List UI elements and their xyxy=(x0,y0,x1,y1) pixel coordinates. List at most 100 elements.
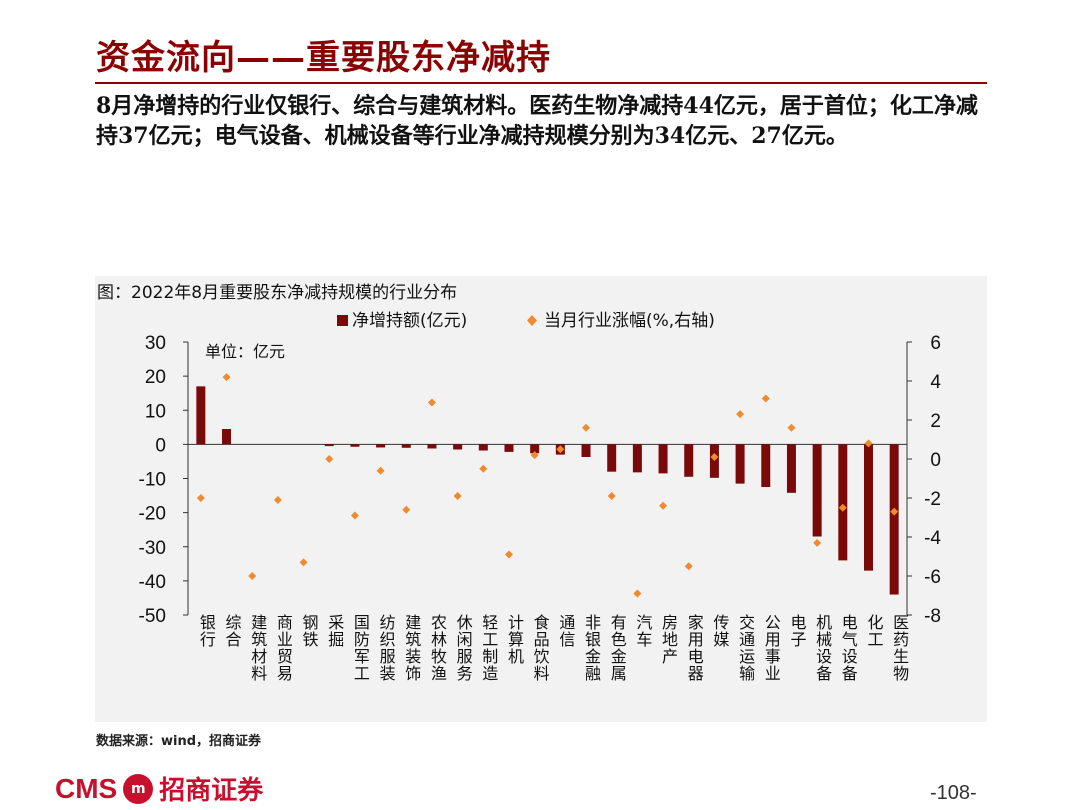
page-number: -108- xyxy=(930,782,977,804)
x-category-label: 建筑材料 xyxy=(251,613,267,683)
point-8 xyxy=(402,505,411,514)
y-right-tick-label: 6 xyxy=(930,333,941,354)
x-category-label: 农林牧渔 xyxy=(431,613,447,683)
x-category-label: 商业贸易 xyxy=(277,613,293,683)
logo-company-name: 招商证券 xyxy=(159,776,264,806)
x-category-label: 交通运输 xyxy=(739,613,755,683)
point-7 xyxy=(376,466,385,475)
point-25 xyxy=(838,503,847,512)
x-category-label: 计算机 xyxy=(508,613,524,666)
x-category-label: 钢铁 xyxy=(303,613,319,649)
point-19 xyxy=(684,562,693,571)
x-category-label: 家用电器 xyxy=(688,613,704,683)
point-1 xyxy=(222,373,231,382)
x-category-label: 公用事业 xyxy=(765,613,781,683)
bar-13 xyxy=(530,444,540,454)
point-26 xyxy=(864,439,873,448)
point-0 xyxy=(196,494,205,502)
point-12 xyxy=(504,550,513,559)
point-14 xyxy=(556,445,565,454)
chart-panel: 图：2022年8月重要股东净减持规模的行业分布净增持额(亿元) 当月行业涨幅(%,… xyxy=(95,276,987,722)
y-right-tick-label: -2 xyxy=(924,489,941,510)
y-right-tick-label: -6 xyxy=(924,567,941,588)
bar-1 xyxy=(222,429,232,445)
x-category-label: 汽车 xyxy=(636,613,652,649)
point-10 xyxy=(453,492,462,501)
y-left-tick-label: 30 xyxy=(145,333,166,354)
legend-dot-label: 当月行业涨幅(%,右轴) xyxy=(544,311,715,331)
bar-11 xyxy=(478,444,488,451)
x-category-label: 纺织服装 xyxy=(380,613,396,683)
title-divider xyxy=(95,82,987,84)
bar-21 xyxy=(735,444,745,484)
point-16 xyxy=(607,492,616,501)
y-left-tick-label: -30 xyxy=(139,538,166,559)
bar-24 xyxy=(812,444,822,537)
footer-logo: CMS m 招商证券 xyxy=(55,770,263,807)
legend-bar-label: 净增持额(亿元) xyxy=(352,311,467,331)
y-right-tick-label: -8 xyxy=(924,606,941,627)
x-category-label: 房地产 xyxy=(662,613,678,666)
x-category-label: 综合 xyxy=(226,613,242,649)
logo-cms-text: CMS xyxy=(55,772,118,804)
bar-10 xyxy=(453,444,463,450)
point-20 xyxy=(710,453,719,462)
x-category-label: 电子 xyxy=(790,613,806,649)
bar-12 xyxy=(504,444,514,452)
bar-23 xyxy=(786,444,796,493)
point-27 xyxy=(890,507,899,516)
bar-26 xyxy=(863,444,873,571)
page-title: 资金流向——重要股东净减持 xyxy=(96,38,551,78)
bar-8 xyxy=(401,444,411,448)
point-9 xyxy=(427,398,436,407)
y-right-tick-label: 2 xyxy=(930,411,941,432)
chart-title: 图：2022年8月重要股东净减持规模的行业分布 xyxy=(97,283,457,303)
x-category-label: 银行 xyxy=(200,613,216,649)
point-21 xyxy=(736,410,745,419)
y-left-tick-label: 10 xyxy=(145,401,166,422)
bar-6 xyxy=(350,444,360,447)
x-category-label: 食品饮料 xyxy=(534,613,550,683)
x-category-label: 采掘 xyxy=(328,613,344,649)
point-23 xyxy=(787,423,796,432)
point-4 xyxy=(299,558,308,567)
y-left-tick-label: -40 xyxy=(139,572,166,593)
x-category-label: 建筑装饰 xyxy=(405,613,421,683)
point-24 xyxy=(813,538,822,547)
point-6 xyxy=(350,511,359,520)
point-5 xyxy=(325,455,334,463)
legend-dot-swatch xyxy=(527,315,537,326)
summary-text: 8月净增持的行业仅银行、综合与建筑材料。医药生物净减持44亿元，居于首位；化工净… xyxy=(96,93,978,149)
point-3 xyxy=(273,495,282,504)
x-category-label: 传媒 xyxy=(713,613,729,649)
point-22 xyxy=(761,394,770,403)
y-right-tick-label: 0 xyxy=(930,450,941,471)
bar-18 xyxy=(658,444,668,474)
x-category-label: 化工 xyxy=(867,613,883,649)
legend-bar-swatch xyxy=(337,315,348,326)
x-category-label: 电气设备 xyxy=(842,613,858,683)
x-category-label: 医药生物 xyxy=(893,613,909,683)
y-right-tick-label: 4 xyxy=(930,372,941,393)
point-13 xyxy=(530,451,539,460)
bar-0 xyxy=(196,386,206,445)
y-right-tick-label: -4 xyxy=(924,528,941,549)
point-11 xyxy=(479,464,488,473)
x-category-label: 有色金属 xyxy=(611,613,627,683)
point-15 xyxy=(582,423,591,432)
source-note: 数据来源：wind，招商证券 xyxy=(96,734,262,749)
bar-27 xyxy=(889,444,899,595)
bar-20 xyxy=(709,444,719,478)
y-left-tick-label: -10 xyxy=(139,470,166,491)
x-category-label: 机械设备 xyxy=(816,613,832,683)
unit-note: 单位：亿元 xyxy=(205,342,285,361)
bar-5 xyxy=(324,444,334,447)
x-category-label: 休闲服务 xyxy=(457,613,473,683)
y-left-tick-label: -20 xyxy=(139,504,166,525)
point-2 xyxy=(248,572,257,580)
point-18 xyxy=(659,501,668,510)
bar-16 xyxy=(607,444,617,472)
y-left-tick-label: 0 xyxy=(155,435,166,456)
bar-7 xyxy=(376,444,386,448)
